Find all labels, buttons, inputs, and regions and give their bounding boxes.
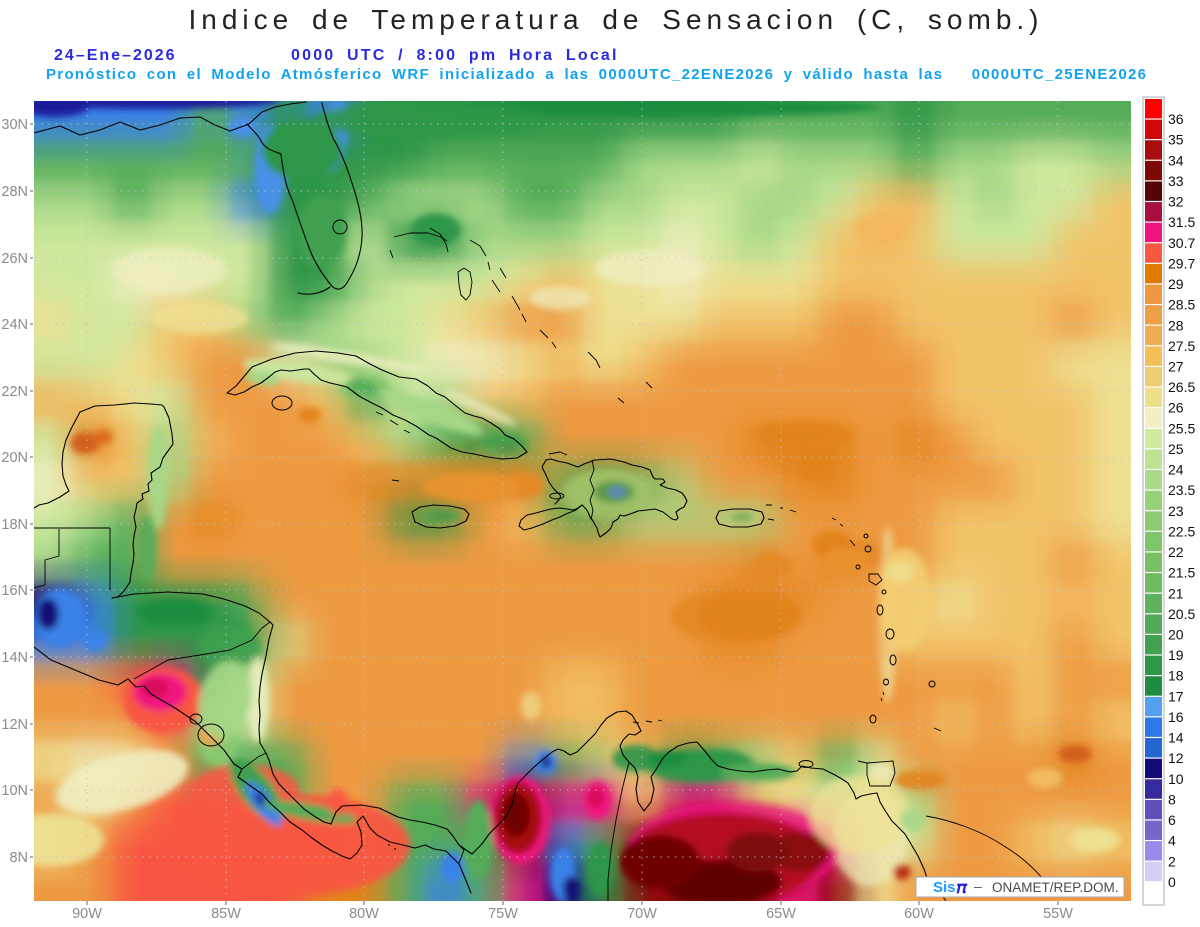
svg-text:23: 23: [1168, 503, 1184, 519]
svg-text:29: 29: [1168, 276, 1184, 292]
svg-text:14N: 14N: [1, 650, 28, 666]
svg-text:Sis: Sis: [933, 879, 956, 896]
svg-text:22N: 22N: [1, 384, 28, 400]
svg-text:8N: 8N: [9, 850, 28, 866]
svg-text:31.5: 31.5: [1168, 214, 1195, 230]
svg-text:10: 10: [1168, 771, 1184, 787]
svg-text:18: 18: [1168, 668, 1184, 684]
svg-text:26.5: 26.5: [1168, 379, 1195, 395]
svg-text:14: 14: [1168, 730, 1184, 746]
svg-text:8: 8: [1168, 791, 1176, 807]
svg-text:33: 33: [1168, 173, 1184, 189]
svg-text:16: 16: [1168, 709, 1184, 725]
svg-text:20N: 20N: [1, 450, 28, 466]
svg-text:90W: 90W: [72, 906, 102, 922]
svg-text:23.5: 23.5: [1168, 482, 1195, 498]
svg-text:28.5: 28.5: [1168, 297, 1195, 313]
svg-text:75W: 75W: [488, 906, 518, 922]
svg-text:36: 36: [1168, 111, 1184, 127]
svg-text:𝜋: 𝜋: [956, 878, 968, 897]
svg-text:10N: 10N: [1, 783, 28, 799]
svg-text:25: 25: [1168, 441, 1184, 457]
svg-text:19: 19: [1168, 647, 1184, 663]
svg-text:26N: 26N: [1, 251, 28, 267]
svg-text:26: 26: [1168, 400, 1184, 416]
svg-text:28: 28: [1168, 317, 1184, 333]
svg-text:22.5: 22.5: [1168, 523, 1195, 539]
svg-text:2: 2: [1168, 853, 1176, 869]
svg-text:12: 12: [1168, 750, 1184, 766]
svg-text:55W: 55W: [1043, 906, 1073, 922]
svg-text:85W: 85W: [211, 906, 241, 922]
svg-text:22: 22: [1168, 544, 1184, 560]
svg-text:35: 35: [1168, 132, 1184, 148]
svg-text:16N: 16N: [1, 583, 28, 599]
svg-text:27: 27: [1168, 359, 1184, 375]
svg-text:ONAMET/REP.DOM.: ONAMET/REP.DOM.: [992, 880, 1119, 895]
svg-text:34: 34: [1168, 152, 1184, 168]
svg-text:80W: 80W: [349, 906, 379, 922]
svg-text:24N: 24N: [1, 317, 28, 333]
svg-text:30N: 30N: [1, 117, 28, 133]
svg-text:28N: 28N: [1, 184, 28, 200]
svg-text:20: 20: [1168, 627, 1184, 643]
svg-text:18N: 18N: [1, 517, 28, 533]
svg-text:70W: 70W: [627, 906, 657, 922]
svg-text:0: 0: [1168, 874, 1176, 890]
svg-text:17: 17: [1168, 688, 1184, 704]
svg-text:60W: 60W: [904, 906, 934, 922]
svg-text:–: –: [974, 878, 982, 894]
svg-text:27.5: 27.5: [1168, 338, 1195, 354]
svg-text:29.7: 29.7: [1168, 255, 1195, 271]
svg-text:25.5: 25.5: [1168, 420, 1195, 436]
svg-text:21.5: 21.5: [1168, 565, 1195, 581]
svg-text:24: 24: [1168, 462, 1184, 478]
svg-text:4: 4: [1168, 833, 1176, 849]
svg-text:6: 6: [1168, 812, 1176, 828]
svg-text:32: 32: [1168, 194, 1184, 210]
svg-text:20.5: 20.5: [1168, 606, 1195, 622]
svg-text:65W: 65W: [766, 906, 796, 922]
svg-text:21: 21: [1168, 585, 1184, 601]
svg-text:12N: 12N: [1, 717, 28, 733]
svg-text:30.7: 30.7: [1168, 235, 1195, 251]
